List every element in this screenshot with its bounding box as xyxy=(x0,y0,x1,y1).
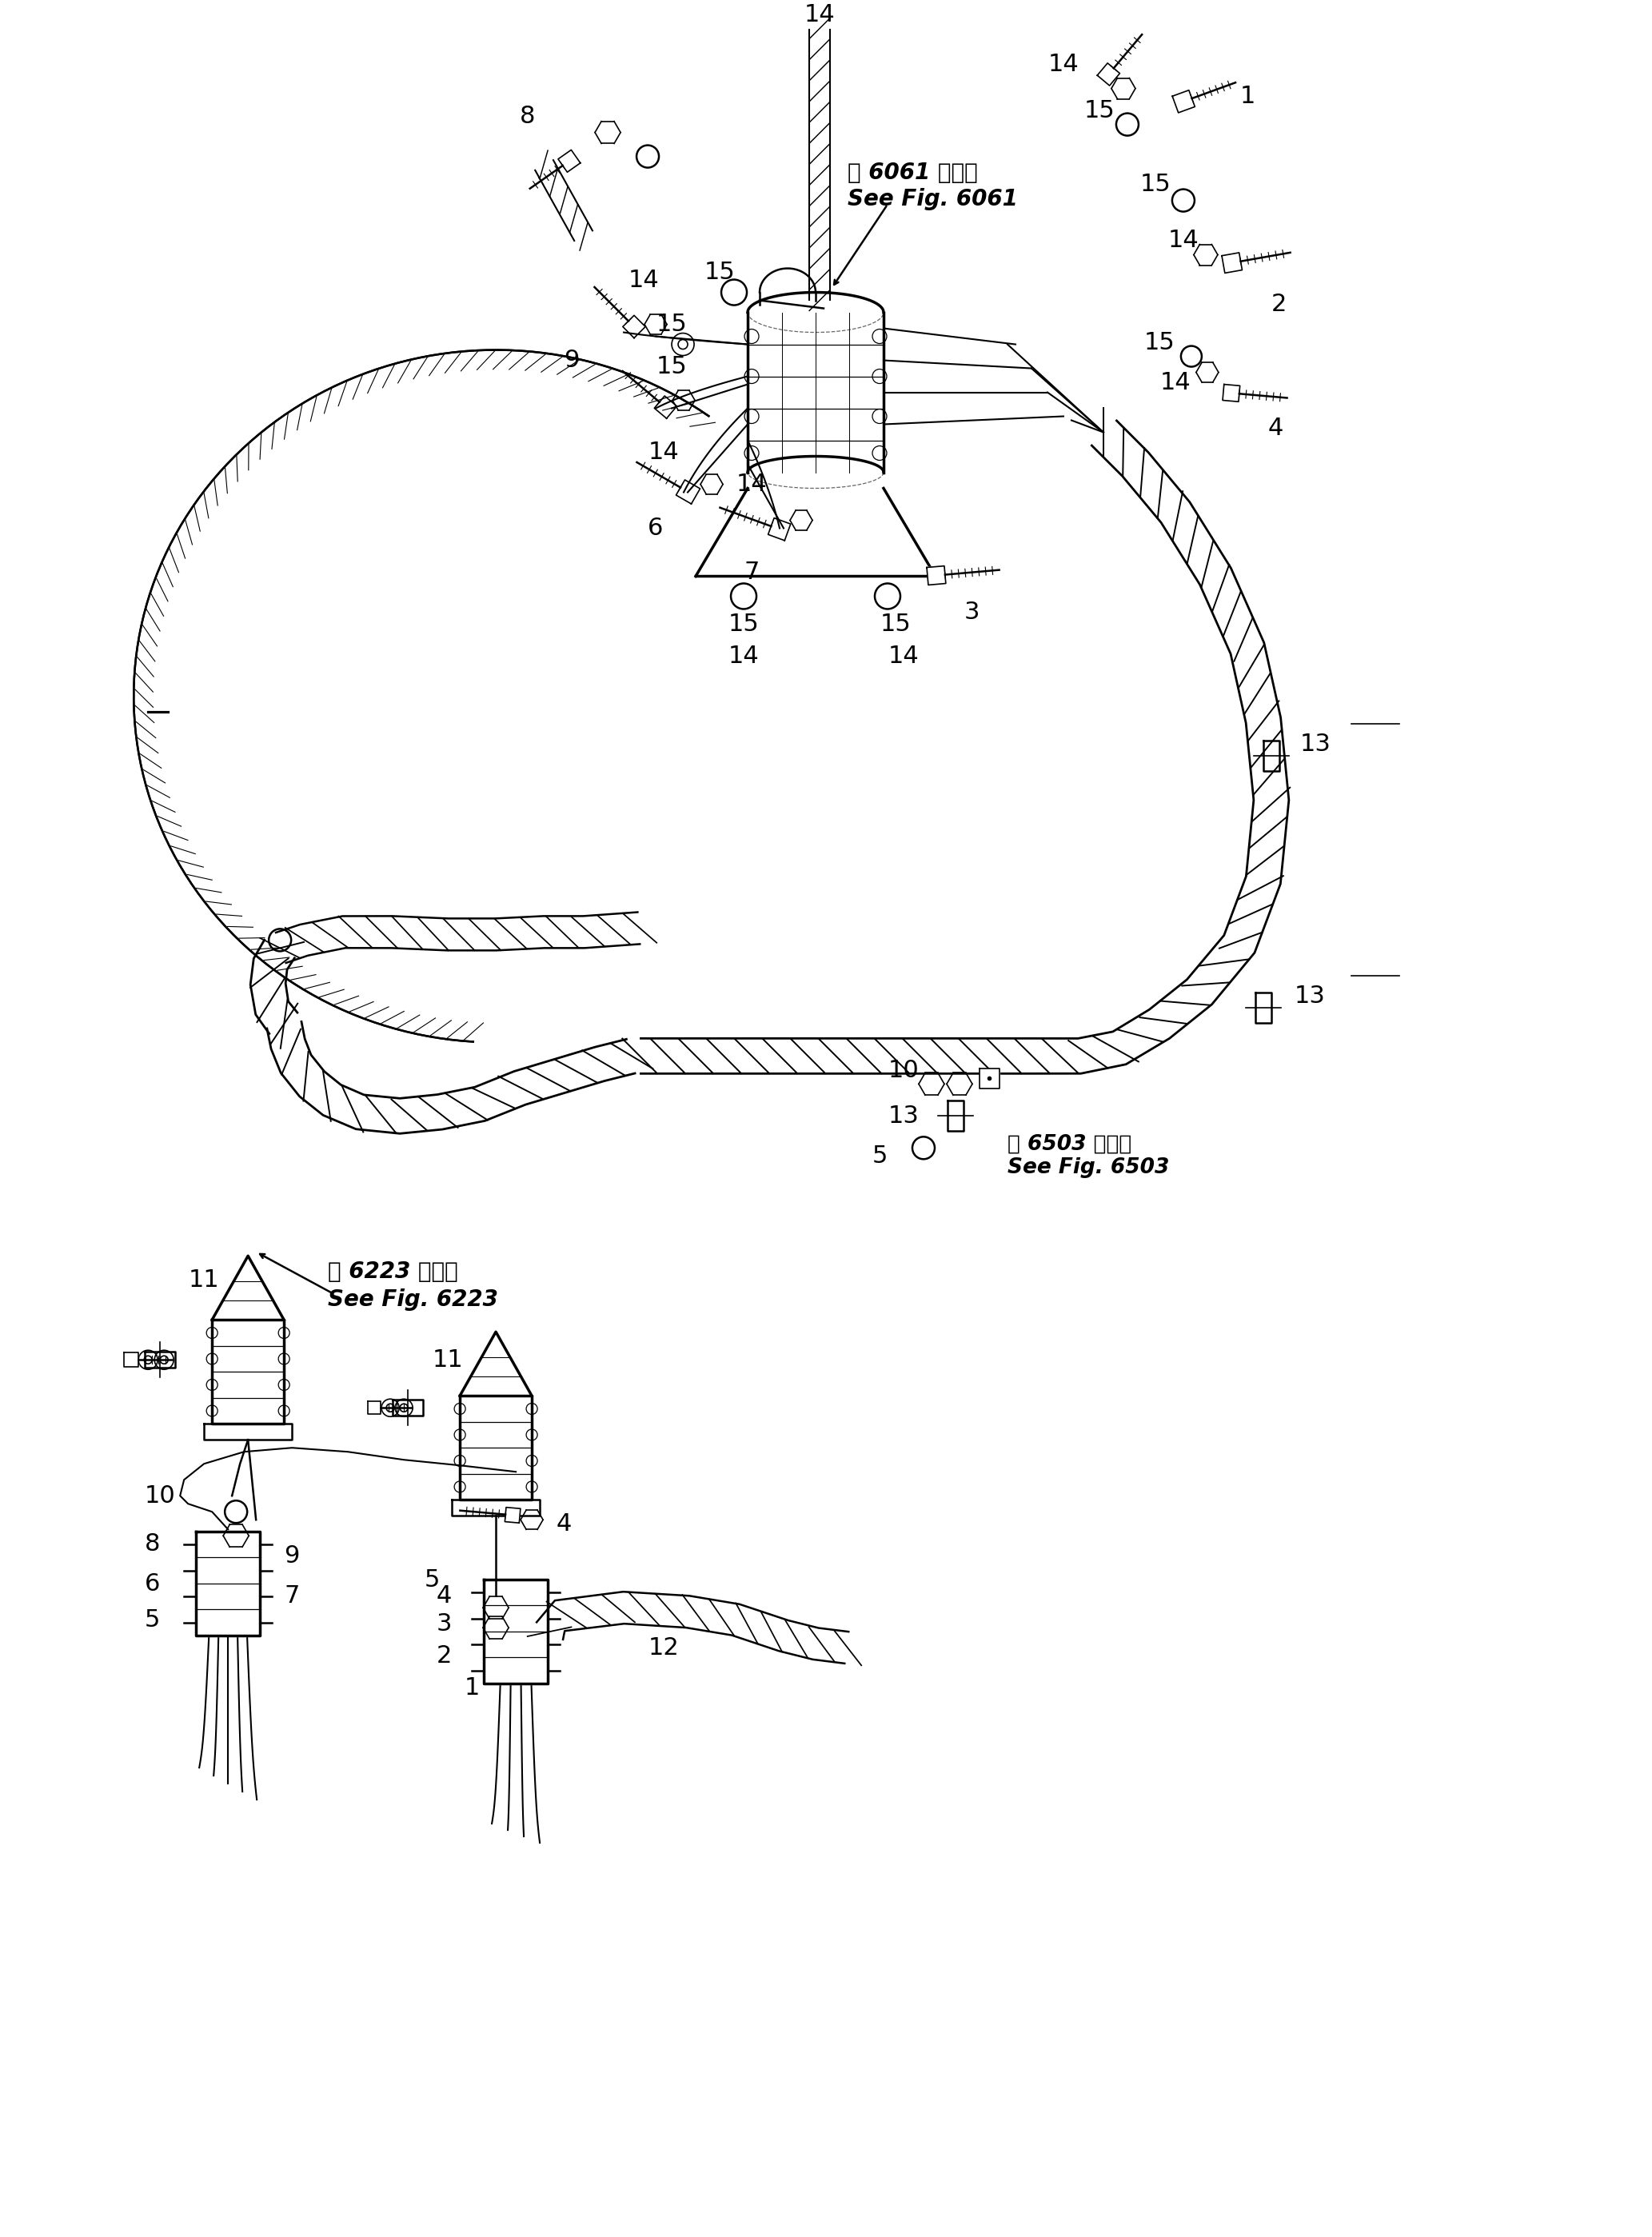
Polygon shape xyxy=(558,150,580,172)
Text: 15: 15 xyxy=(729,613,760,635)
Text: 5: 5 xyxy=(425,1568,439,1591)
Text: 9: 9 xyxy=(563,349,580,371)
Text: 第 6061 図参照: 第 6061 図参照 xyxy=(847,161,978,183)
Text: 4: 4 xyxy=(436,1584,451,1608)
Text: 1: 1 xyxy=(464,1676,479,1700)
Text: 4: 4 xyxy=(557,1512,572,1535)
Text: 15: 15 xyxy=(1143,331,1175,353)
Text: 7: 7 xyxy=(743,561,760,584)
Text: 2: 2 xyxy=(1272,293,1287,315)
Text: 15: 15 xyxy=(881,613,910,635)
Polygon shape xyxy=(676,481,700,503)
Text: 5: 5 xyxy=(144,1608,160,1631)
Text: 13: 13 xyxy=(1300,731,1332,756)
Text: 第 6223 図参照: 第 6223 図参照 xyxy=(329,1262,458,1284)
Text: 12: 12 xyxy=(648,1635,679,1660)
Text: 10: 10 xyxy=(145,1483,175,1508)
Text: 14: 14 xyxy=(729,644,760,669)
Text: 11: 11 xyxy=(433,1349,463,1371)
Text: 13: 13 xyxy=(889,1105,919,1127)
Text: 15: 15 xyxy=(656,356,687,378)
Polygon shape xyxy=(506,1508,520,1523)
Text: 3: 3 xyxy=(436,1613,451,1635)
Polygon shape xyxy=(1097,63,1120,85)
Text: 15: 15 xyxy=(1140,172,1171,197)
Text: 4: 4 xyxy=(1267,416,1284,441)
Text: 14: 14 xyxy=(1160,371,1191,394)
Polygon shape xyxy=(654,396,677,418)
Polygon shape xyxy=(1173,89,1194,112)
Polygon shape xyxy=(368,1400,380,1414)
Text: 15: 15 xyxy=(656,313,687,336)
Text: 10: 10 xyxy=(889,1058,919,1083)
Text: 15: 15 xyxy=(704,262,735,284)
Text: 14: 14 xyxy=(737,472,767,497)
Polygon shape xyxy=(623,315,646,338)
Text: 2: 2 xyxy=(436,1644,451,1667)
Text: 6: 6 xyxy=(144,1573,160,1595)
Polygon shape xyxy=(980,1069,999,1089)
Text: 15: 15 xyxy=(1084,98,1115,123)
Text: 13: 13 xyxy=(1294,984,1325,1007)
Text: 9: 9 xyxy=(284,1544,299,1568)
Text: 3: 3 xyxy=(963,600,980,624)
Polygon shape xyxy=(927,566,947,586)
Text: 14: 14 xyxy=(805,2,836,27)
Text: 14: 14 xyxy=(628,268,659,293)
Text: 7: 7 xyxy=(284,1584,299,1608)
Text: 8: 8 xyxy=(520,105,535,128)
Text: 14: 14 xyxy=(1047,54,1079,76)
Text: 第 6503 図参照: 第 6503 図参照 xyxy=(1008,1134,1132,1154)
Text: 14: 14 xyxy=(1168,228,1199,253)
Text: 8: 8 xyxy=(144,1532,160,1555)
Polygon shape xyxy=(1222,385,1241,403)
Text: 14: 14 xyxy=(889,644,919,669)
Text: See Fig. 6061: See Fig. 6061 xyxy=(847,188,1018,210)
Polygon shape xyxy=(124,1353,139,1367)
Text: 14: 14 xyxy=(648,441,679,463)
Text: 11: 11 xyxy=(188,1268,220,1291)
Polygon shape xyxy=(768,519,791,541)
Text: 6: 6 xyxy=(648,517,664,539)
Text: See Fig. 6223: See Fig. 6223 xyxy=(329,1289,499,1311)
Text: 5: 5 xyxy=(872,1145,887,1168)
Polygon shape xyxy=(1222,253,1242,273)
Text: See Fig. 6503: See Fig. 6503 xyxy=(1008,1157,1170,1179)
Text: 1: 1 xyxy=(1239,85,1256,107)
